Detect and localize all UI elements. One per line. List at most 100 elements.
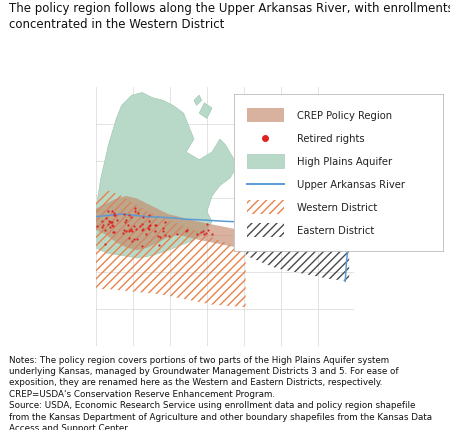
Point: [137, 223, 144, 230]
Bar: [247, 154, 284, 169]
Point: [122, 217, 130, 224]
Text: Notes: The policy region covers portions of two parts of the High Plains Aquifer: Notes: The policy region covers portions…: [9, 355, 432, 430]
Point: [120, 230, 127, 237]
Point: [104, 208, 112, 215]
Point: [156, 233, 163, 240]
Point: [131, 223, 138, 230]
Point: [94, 223, 101, 230]
Point: [114, 217, 121, 224]
Point: [144, 225, 152, 232]
Point: [131, 205, 139, 212]
Point: [160, 228, 167, 235]
Point: [194, 231, 201, 238]
Point: [105, 218, 112, 225]
Point: [107, 219, 114, 226]
Point: [102, 241, 109, 248]
Point: [145, 223, 153, 230]
Point: [198, 229, 205, 236]
Point: [143, 230, 150, 237]
Point: [109, 223, 117, 230]
Polygon shape: [240, 114, 349, 235]
Point: [122, 228, 129, 235]
Text: Eastern District: Eastern District: [297, 226, 374, 236]
Point: [200, 228, 207, 235]
Polygon shape: [342, 163, 352, 178]
Point: [173, 231, 180, 238]
Point: [162, 219, 169, 226]
Point: [124, 222, 131, 229]
Point: [138, 221, 145, 227]
Text: CREP Policy Region: CREP Policy Region: [297, 111, 392, 120]
Point: [135, 210, 142, 217]
Point: [165, 233, 172, 240]
Point: [204, 221, 211, 228]
Point: [183, 227, 190, 234]
Polygon shape: [96, 197, 297, 251]
Point: [128, 238, 135, 245]
Point: [104, 221, 112, 227]
Point: [126, 227, 133, 234]
Point: [110, 212, 117, 219]
Point: [200, 230, 207, 237]
Point: [139, 227, 146, 234]
Point: [127, 215, 135, 221]
Point: [140, 227, 147, 233]
Point: [126, 235, 133, 242]
Polygon shape: [315, 101, 331, 117]
Point: [100, 222, 107, 229]
Point: [125, 228, 132, 235]
Point: [155, 242, 162, 249]
Point: [120, 227, 127, 234]
Point: [162, 233, 169, 240]
Point: [146, 226, 153, 233]
Point: [159, 225, 166, 232]
Polygon shape: [96, 93, 238, 258]
Point: [99, 224, 106, 231]
Text: High Plains Aquifer: High Plains Aquifer: [297, 157, 392, 166]
Point: [108, 221, 115, 228]
Point: [109, 229, 117, 236]
Point: [139, 214, 146, 221]
Point: [106, 224, 113, 231]
Point: [154, 233, 162, 240]
Point: [152, 221, 159, 228]
Text: The policy region follows along the Upper Arkansas River, with enrollments
conce: The policy region follows along the Uppe…: [9, 2, 450, 31]
Bar: [247, 200, 284, 215]
Point: [108, 219, 115, 226]
Point: [182, 228, 189, 235]
Bar: [247, 108, 284, 123]
Point: [208, 231, 215, 238]
Point: [152, 227, 159, 234]
Polygon shape: [199, 104, 212, 119]
Point: [139, 243, 146, 249]
Point: [98, 218, 105, 224]
Point: [120, 212, 127, 218]
Point: [125, 212, 132, 218]
Text: Upper Arkansas River: Upper Arkansas River: [297, 180, 405, 190]
Point: [103, 215, 110, 222]
Point: [110, 229, 117, 236]
Polygon shape: [194, 96, 202, 106]
Text: Western District: Western District: [297, 203, 377, 212]
Point: [133, 226, 140, 233]
Point: [146, 222, 153, 229]
Point: [127, 226, 135, 233]
Point: [153, 222, 160, 229]
Point: [109, 208, 116, 215]
Point: [108, 219, 115, 226]
Point: [133, 236, 140, 243]
Point: [110, 210, 117, 217]
Point: [128, 228, 135, 235]
Point: [112, 212, 119, 219]
Bar: [247, 224, 284, 238]
Point: [130, 236, 137, 243]
Point: [131, 208, 138, 215]
Point: [202, 230, 210, 237]
Point: [145, 218, 153, 224]
Point: [101, 227, 108, 234]
Point: [205, 227, 212, 233]
Point: [122, 219, 129, 226]
Point: [146, 212, 153, 219]
Text: Retired rights: Retired rights: [297, 134, 364, 144]
Polygon shape: [238, 122, 253, 137]
